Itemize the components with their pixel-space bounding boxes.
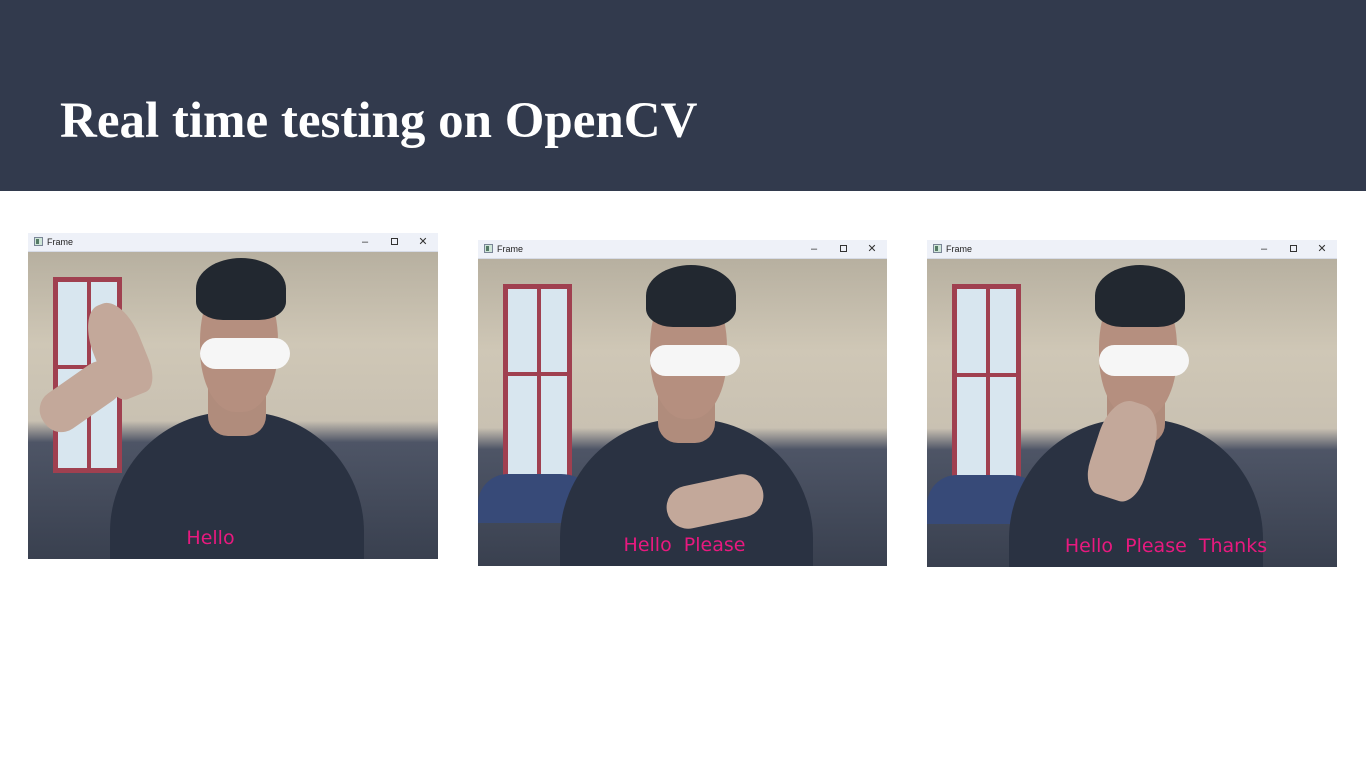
maximize-icon	[390, 237, 398, 245]
opencv-window-icon	[484, 244, 493, 253]
opencv-frame-window-hello[interactable]: Frame – ✕ Hello	[28, 233, 438, 559]
close-button[interactable]: ✕	[867, 243, 877, 255]
maximize-icon	[1289, 244, 1297, 252]
window-title: Frame	[497, 244, 524, 254]
webcam-frame: Hello	[28, 252, 438, 559]
room-window	[951, 283, 1022, 481]
opencv-window-icon	[933, 244, 942, 253]
minimize-button[interactable]: –	[810, 243, 818, 255]
prediction-text: Hello Please	[623, 534, 746, 556]
webcam-frame: Hello Please	[478, 259, 887, 566]
window-titlebar[interactable]: Frame – ✕	[478, 240, 887, 259]
opencv-frame-window-thanks[interactable]: Frame – ✕ Hello Please Thanks	[927, 240, 1337, 567]
maximize-button[interactable]	[381, 233, 407, 251]
close-button[interactable]: ✕	[1317, 243, 1327, 255]
slide-title: Real time testing on OpenCV	[60, 93, 698, 149]
webcam-frame: Hello Please Thanks	[927, 259, 1337, 567]
maximize-button[interactable]	[830, 240, 856, 258]
prediction-text: Hello	[186, 527, 235, 549]
slide-header: Real time testing on OpenCV	[0, 0, 1366, 191]
maximize-icon	[839, 244, 847, 252]
window-title: Frame	[946, 244, 973, 254]
opencv-window-icon	[34, 237, 43, 246]
window-title: Frame	[47, 237, 74, 247]
face-blur-mask	[649, 344, 740, 376]
opencv-frame-window-please[interactable]: Frame – ✕ Hello Please	[478, 240, 887, 566]
face-blur-mask	[200, 337, 291, 369]
person-hair	[645, 265, 736, 327]
window-titlebar[interactable]: Frame – ✕	[28, 233, 438, 252]
prediction-text: Hello Please Thanks	[1064, 535, 1268, 557]
person-hair	[1095, 265, 1186, 327]
face-blur-mask	[1099, 345, 1190, 377]
minimize-button[interactable]: –	[361, 236, 369, 248]
maximize-button[interactable]	[1280, 240, 1306, 258]
minimize-button[interactable]: –	[1260, 243, 1268, 255]
close-button[interactable]: ✕	[418, 236, 428, 248]
room-window	[502, 283, 573, 481]
person-hair	[196, 258, 287, 320]
window-titlebar[interactable]: Frame – ✕	[927, 240, 1337, 259]
